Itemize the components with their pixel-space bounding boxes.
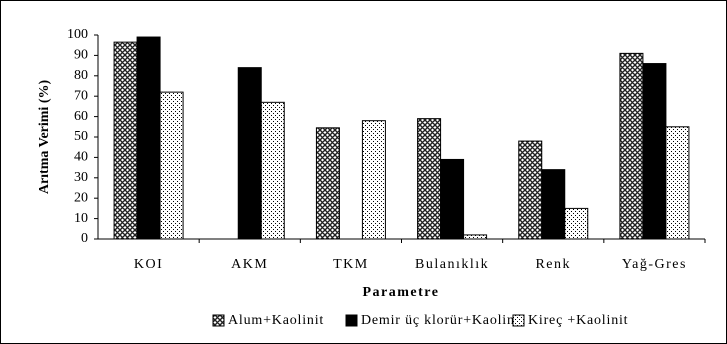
y-tick-label: 20 xyxy=(74,190,88,205)
legend-label: Alum+Kaolinit xyxy=(228,313,324,328)
y-tick-label: 60 xyxy=(74,109,88,124)
x-tick-label: KOI xyxy=(134,257,163,272)
x-tick-label: Renk xyxy=(535,257,571,272)
bar xyxy=(136,36,161,240)
legend-swatch xyxy=(345,314,358,327)
legend-label: Demir üç klorür+Kaolinit xyxy=(361,313,524,328)
y-tick-label: 50 xyxy=(74,129,88,144)
bar xyxy=(463,234,488,240)
bar xyxy=(417,118,442,240)
y-tick-label: 30 xyxy=(74,170,88,185)
bar xyxy=(564,207,589,240)
y-tick-label: 80 xyxy=(74,68,88,83)
y-tick-label: 0 xyxy=(81,231,88,246)
bar xyxy=(315,127,340,240)
x-tick-label: AKM xyxy=(231,257,268,272)
y-tick-label: 70 xyxy=(74,88,88,103)
bar xyxy=(665,126,690,240)
y-tick-label: 100 xyxy=(67,27,88,42)
bar xyxy=(541,169,566,240)
bar xyxy=(113,41,138,240)
legend-swatch xyxy=(512,314,525,327)
x-tick-label: TKM xyxy=(333,257,369,272)
bar xyxy=(518,140,543,240)
bar xyxy=(440,158,465,240)
bar xyxy=(619,52,644,240)
y-axis-title: Arıtma Verimi (%) xyxy=(37,80,52,195)
bar xyxy=(642,63,667,240)
bar xyxy=(237,67,262,240)
y-tick-label: 10 xyxy=(74,211,88,226)
legend-swatch xyxy=(212,314,225,327)
x-tick-label: Yağ-Gres xyxy=(622,257,687,272)
bar xyxy=(159,91,184,240)
y-tick-label: 90 xyxy=(74,48,88,63)
legend-label: Kireç +Kaolinit xyxy=(528,313,628,328)
y-tick-label: 40 xyxy=(74,150,88,165)
bar xyxy=(260,101,285,240)
x-tick-label: Bulanıklık xyxy=(415,257,489,272)
bar xyxy=(361,120,386,240)
x-axis-title: Parametre xyxy=(363,285,440,300)
